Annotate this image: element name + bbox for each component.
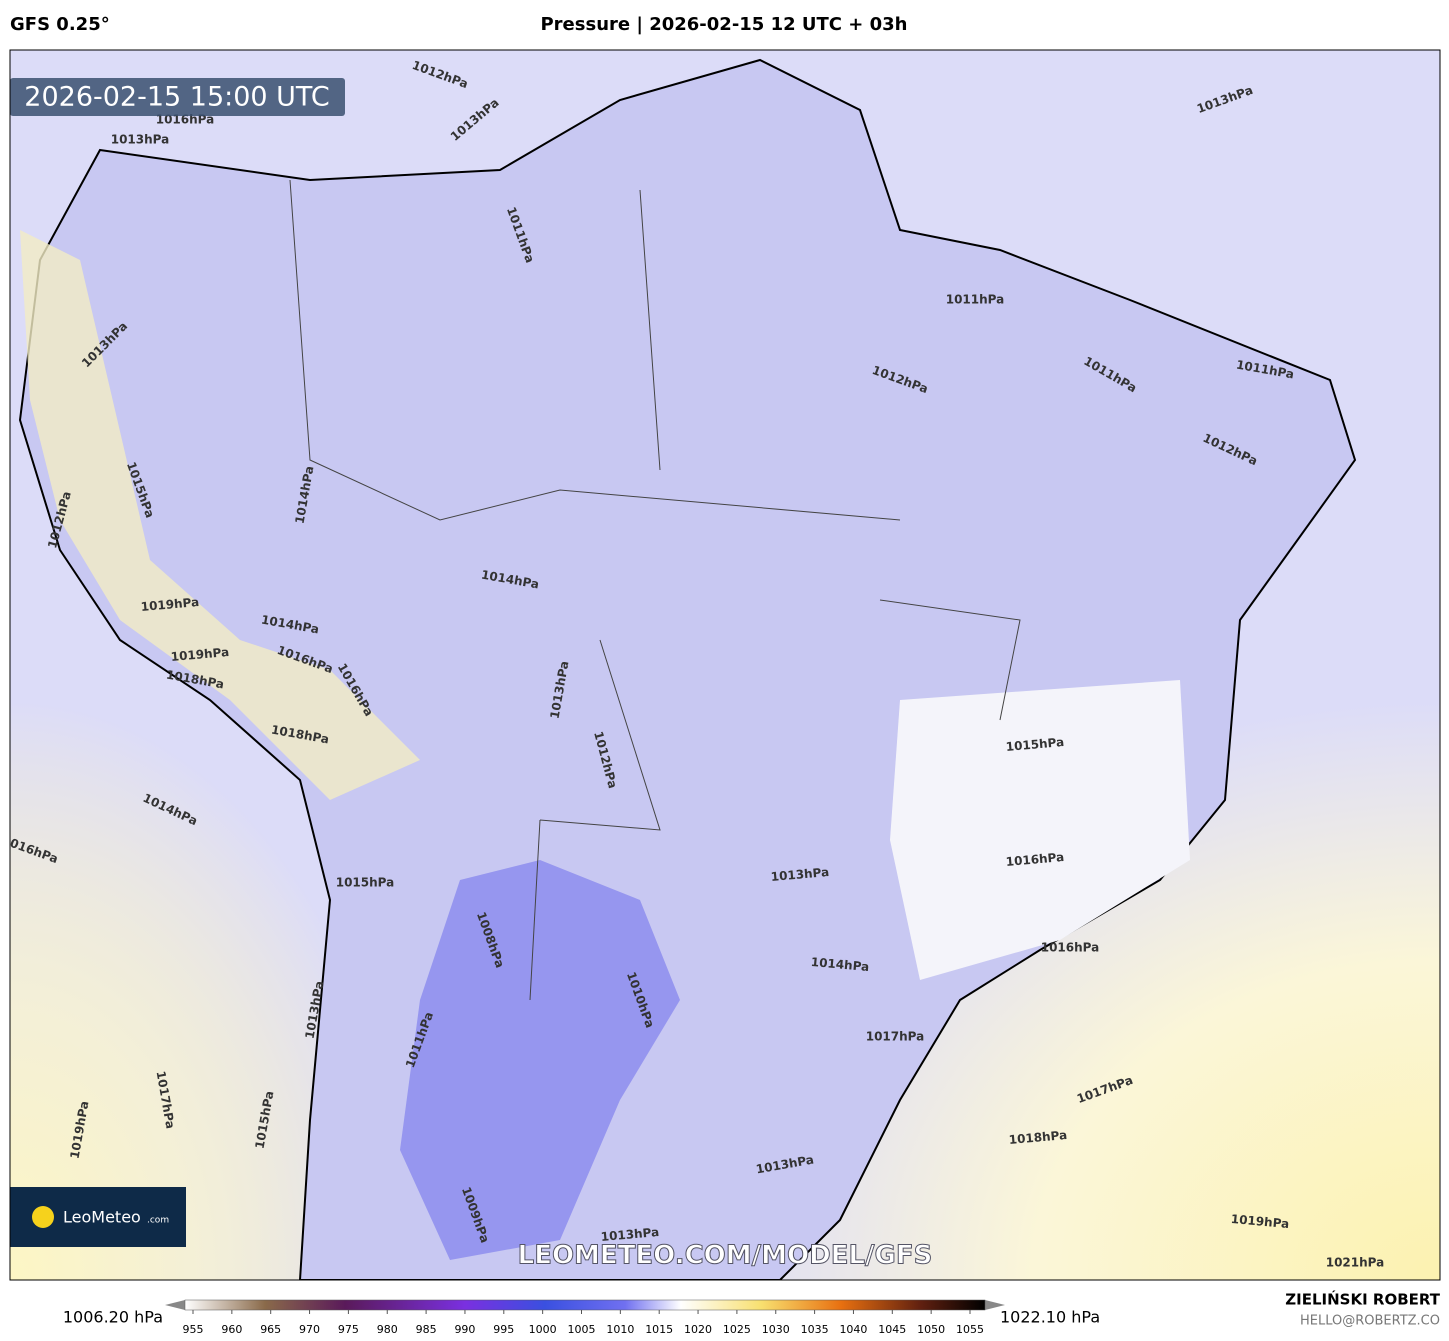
contour-label: 1015hPa — [336, 876, 395, 890]
logo-name: LeoMeteo — [63, 1208, 141, 1227]
contact: HELLO@ROBERTZ.CO — [1300, 1314, 1440, 1329]
valid-time: 2026-02-15 15:00 UTC — [24, 82, 329, 113]
contour-label: 1019hPa — [140, 595, 200, 614]
colorbar-tick-label: 1040 — [839, 1323, 867, 1336]
contour-label: 1014hPa — [810, 955, 870, 974]
contour-label: 1016hPa — [1005, 850, 1065, 869]
colorbar-tick-label: 965 — [260, 1323, 281, 1336]
contour-label: 1016hPa — [1041, 941, 1100, 955]
colorbar-tick-label: 975 — [338, 1323, 359, 1336]
colorbar-tick-label: 1050 — [917, 1323, 945, 1336]
contour-label: 1021hPa — [1326, 1256, 1385, 1270]
watermark: LEOMETEO.COM/MODEL/GFS — [518, 1241, 933, 1271]
colorbar-tick-label: 970 — [299, 1323, 320, 1336]
colorbar — [184, 1299, 986, 1311]
colorbar-tick-label: 1045 — [878, 1323, 906, 1336]
colorbar-tick-label: 1010 — [606, 1323, 634, 1336]
logo-suffix: .com — [147, 1216, 169, 1226]
colorbar-tick-label: 985 — [416, 1323, 437, 1336]
contour-label: 1019hPa — [1230, 1212, 1290, 1231]
colorbar-tick-label: 1000 — [529, 1323, 557, 1336]
contour-label: 1013hPa — [600, 1225, 660, 1244]
author: ZIELIŃSKI ROBERT — [1285, 1290, 1440, 1309]
colorbar-tick-label: 980 — [377, 1323, 398, 1336]
colorbar-tick-label: 990 — [454, 1323, 475, 1336]
colorbar-tick-label: 995 — [493, 1323, 514, 1336]
colorbar-min: 1006.20 hPa — [63, 1308, 163, 1327]
colorbar-tick-label: 1015 — [645, 1323, 673, 1336]
colorbar-tick-label: 1005 — [568, 1323, 596, 1336]
contour-label: 1013hPa — [770, 865, 830, 884]
colorbar-tick-label: 1055 — [956, 1323, 984, 1336]
colorbar-tick-label: 960 — [221, 1323, 242, 1336]
contour-label: 1019hPa — [170, 645, 230, 664]
contour-label: 1015hPa — [1005, 735, 1065, 754]
contour-label: 1017hPa — [866, 1030, 925, 1044]
contour-label: 1011hPa — [946, 293, 1005, 307]
title: Pressure | 2026-02-15 12 UTC + 03h — [540, 14, 907, 35]
colorbar-max: 1022.10 hPa — [1000, 1308, 1100, 1327]
colorbar-tick-label: 1020 — [684, 1323, 712, 1336]
colorbar-tick-label: 1035 — [801, 1323, 829, 1336]
colorbar-tick-label: 1025 — [723, 1323, 751, 1336]
model-name: GFS 0.25° — [10, 14, 110, 35]
colorbar-tick-label: 955 — [183, 1323, 204, 1336]
contour-label: 1018hPa — [1008, 1128, 1068, 1147]
colorbar-tick-label: 1030 — [762, 1323, 790, 1336]
contour-label: 1013hPa — [111, 133, 170, 147]
